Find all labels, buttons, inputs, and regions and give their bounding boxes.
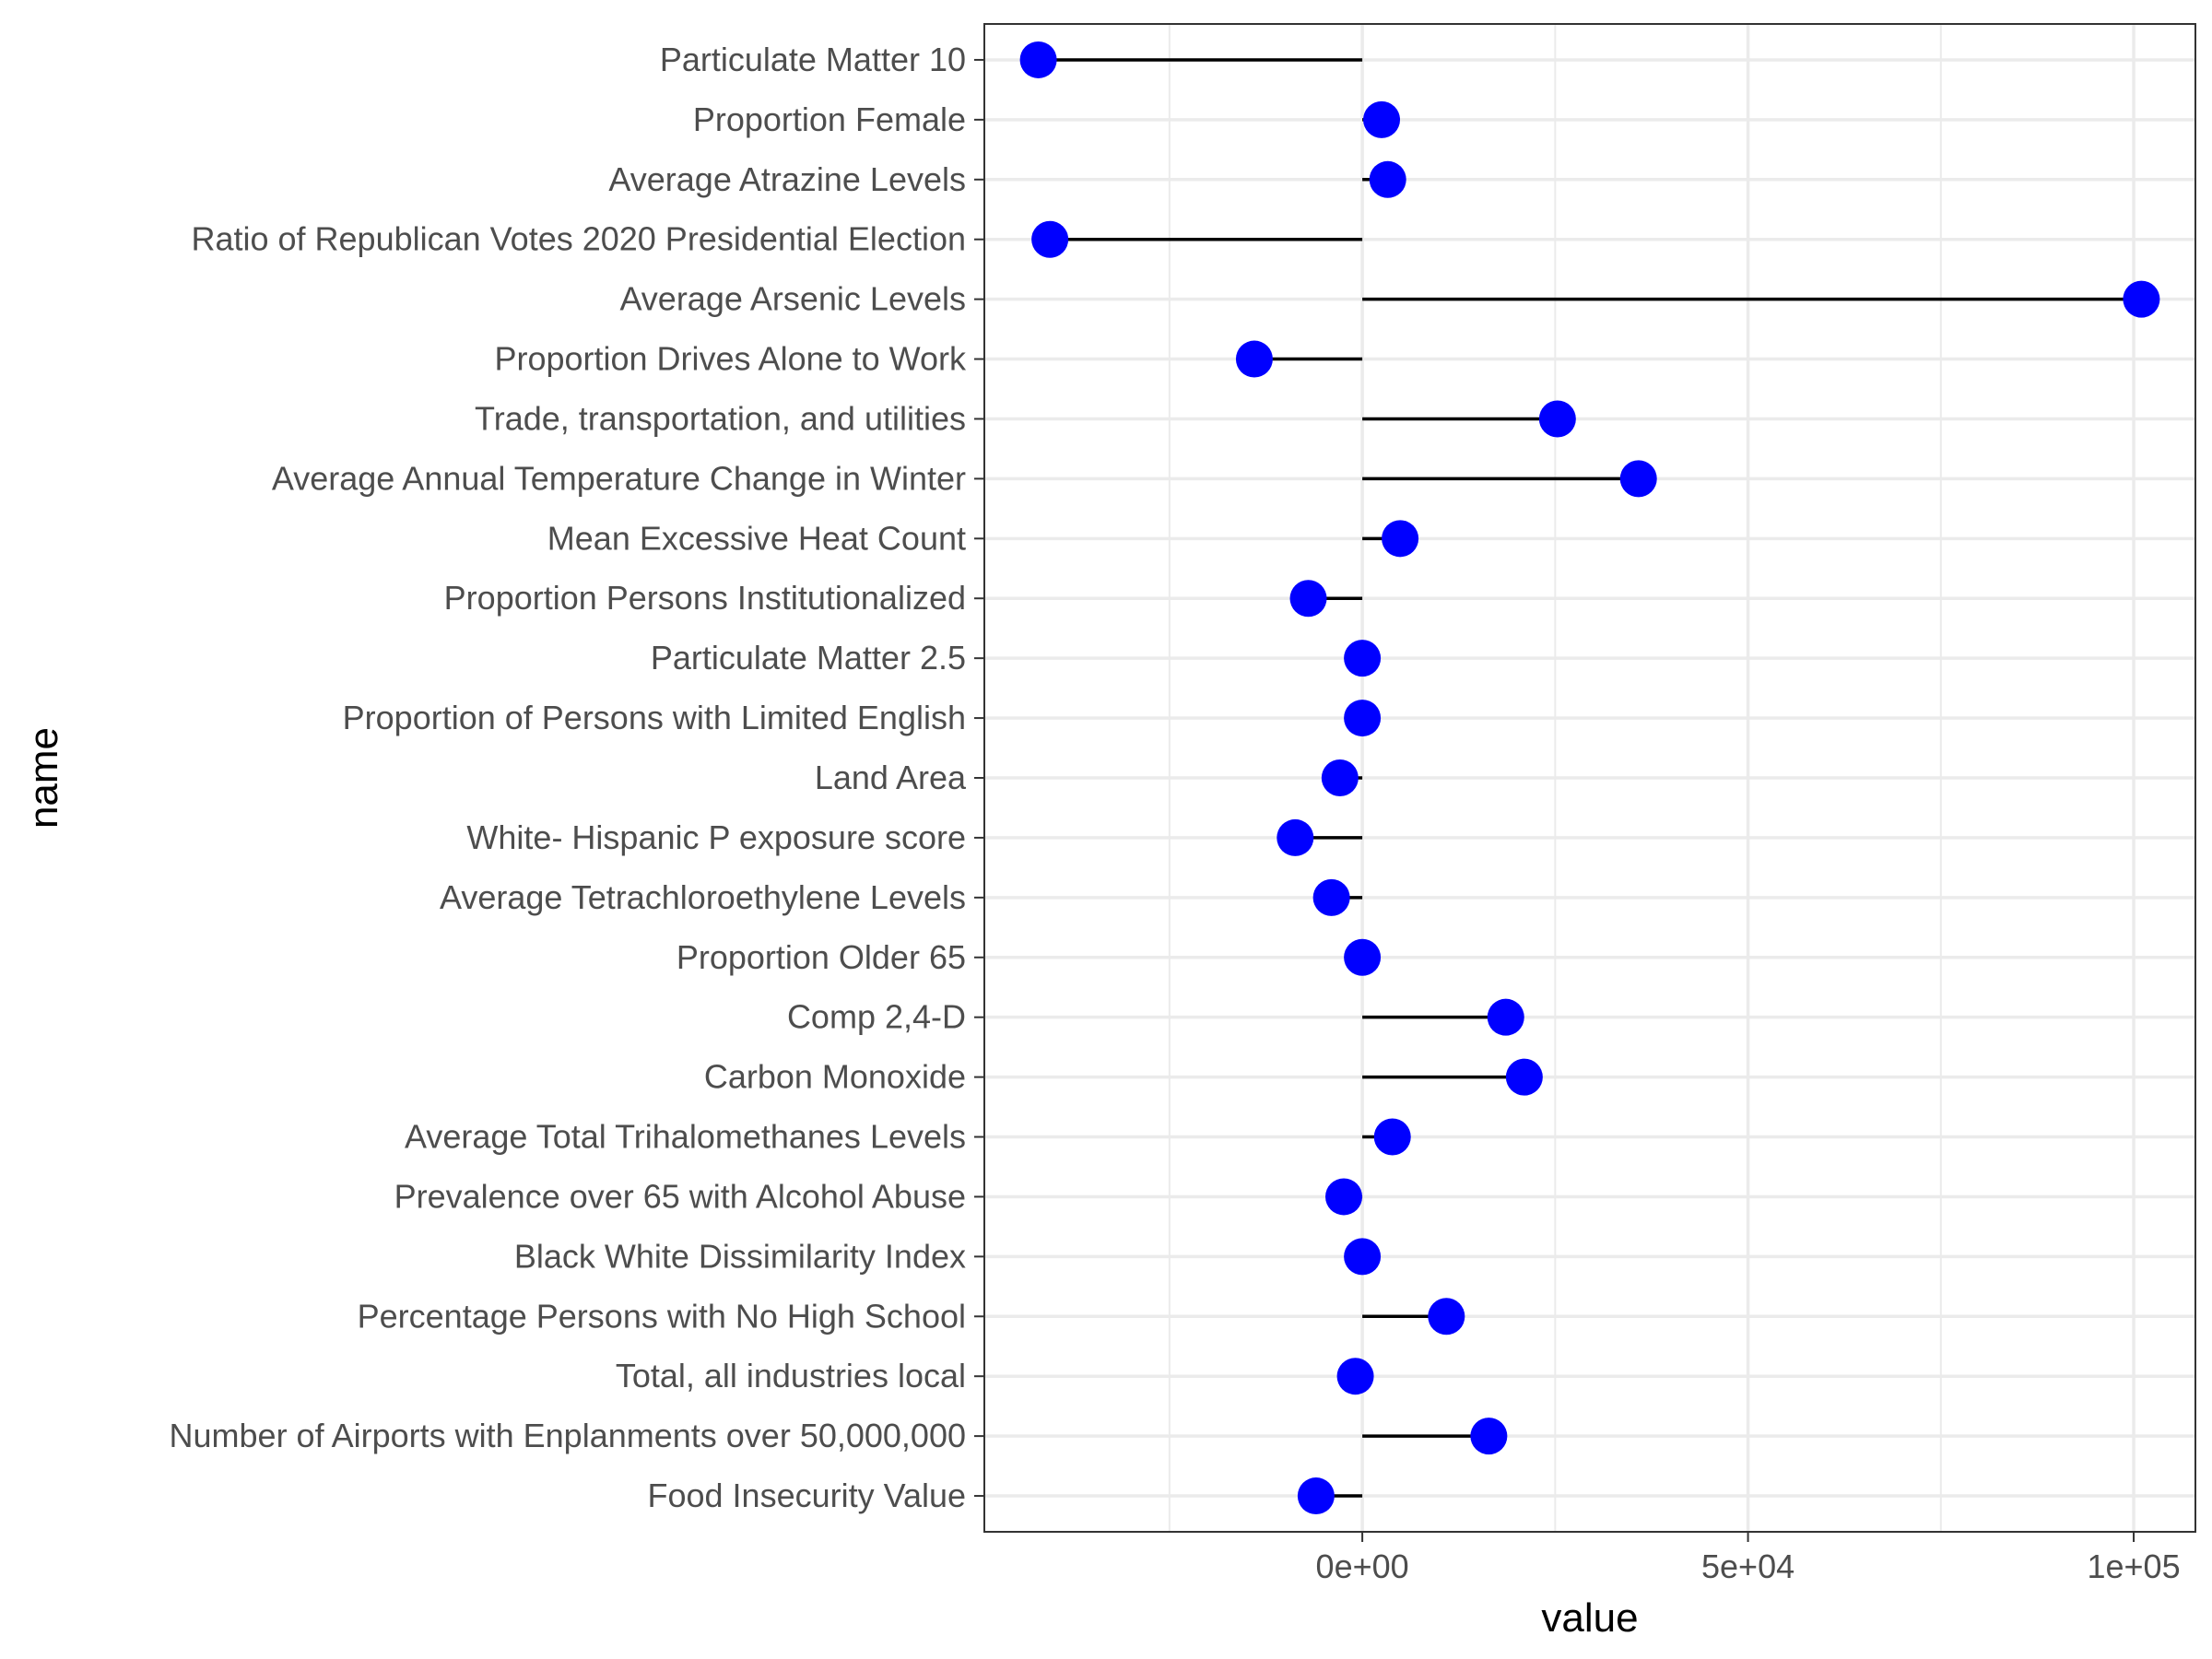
data-point: [1369, 160, 1406, 198]
x-axis: 0e+00 5e+04 1e+05: [1316, 1532, 2181, 1585]
data-point: [1344, 1238, 1382, 1276]
y-axis-title: name: [21, 727, 66, 829]
y-tick-label: Ratio of Republican Votes 2020 President…: [191, 220, 966, 258]
y-tick-label: Average Atrazine Levels: [608, 160, 966, 198]
x-tick-label: 0e+00: [1316, 1547, 1409, 1585]
y-tick-label: Average Total Trihalomethanes Levels: [405, 1118, 966, 1156]
y-tick-label: Proportion of Persons with Limited Engli…: [343, 699, 966, 736]
data-point: [1505, 1058, 1543, 1096]
data-point: [1538, 400, 1576, 438]
y-tick-label: Proportion Female: [693, 100, 966, 138]
data-point: [1344, 700, 1382, 737]
data-point: [1363, 100, 1401, 138]
y-tick-label: Land Area: [815, 759, 967, 796]
y-tick-label: Comp 2,4-D: [787, 998, 966, 1036]
y-tick-label: Proportion Older 65: [677, 938, 966, 976]
y-tick-label: Total, all industries local: [616, 1357, 966, 1394]
data-point: [1428, 1298, 1465, 1335]
data-point: [1382, 520, 1419, 558]
data-point: [1235, 340, 1273, 378]
y-tick-label: Average Annual Temperature Change in Win…: [272, 459, 966, 497]
y-tick-label: Particulate Matter 10: [660, 41, 966, 78]
data-point: [1373, 1118, 1411, 1156]
data-point: [1470, 1418, 1508, 1455]
y-tick-label: Number of Airports with Enplanments over…: [170, 1417, 966, 1454]
y-tick-label: Carbon Monoxide: [704, 1058, 966, 1096]
y-tick-label: Food Insecurity Value: [647, 1477, 966, 1514]
data-point: [1289, 580, 1327, 618]
y-tick-label: Mean Excessive Heat Count: [547, 519, 966, 557]
data-point: [1487, 998, 1524, 1036]
y-tick-label: Average Tetrachloroethylene Levels: [440, 878, 966, 916]
data-point: [1277, 818, 1314, 856]
x-tick-label: 1e+05: [2087, 1547, 2180, 1585]
y-tick-label: Black White Dissimilarity Index: [514, 1237, 966, 1275]
data-point: [1344, 640, 1382, 677]
data-point: [1321, 759, 1359, 796]
data-point: [1297, 1477, 1335, 1515]
y-tick-label: Proportion Persons Institutionalized: [444, 579, 966, 617]
y-tick-label: Percentage Persons with No High School: [358, 1297, 966, 1335]
data-point: [1031, 220, 1069, 258]
y-tick-label: Particulate Matter 2.5: [651, 639, 966, 677]
data-point: [1619, 460, 1657, 498]
data-point: [1312, 878, 1350, 916]
data-point: [1344, 938, 1382, 976]
y-tick-label: Proportion Drives Alone to Work: [494, 340, 967, 378]
x-tick-label: 5e+04: [1701, 1547, 1794, 1585]
data-point: [1325, 1178, 1363, 1216]
data-point: [1336, 1358, 1374, 1395]
y-tick-label: White- Hispanic P exposure score: [466, 818, 966, 856]
y-tick-label: Trade, transportation, and utilities: [475, 399, 966, 437]
y-tick-label: Average Arsenic Levels: [619, 280, 966, 318]
data-point: [1019, 41, 1057, 78]
point-layer: [1019, 41, 2160, 1515]
y-axis: Particulate Matter 10 Proportion Female Av…: [170, 41, 984, 1514]
x-axis-title: value: [1541, 1595, 1638, 1641]
data-point: [2123, 280, 2160, 318]
y-tick-label: Prevalence over 65 with Alcohol Abuse: [394, 1177, 966, 1215]
